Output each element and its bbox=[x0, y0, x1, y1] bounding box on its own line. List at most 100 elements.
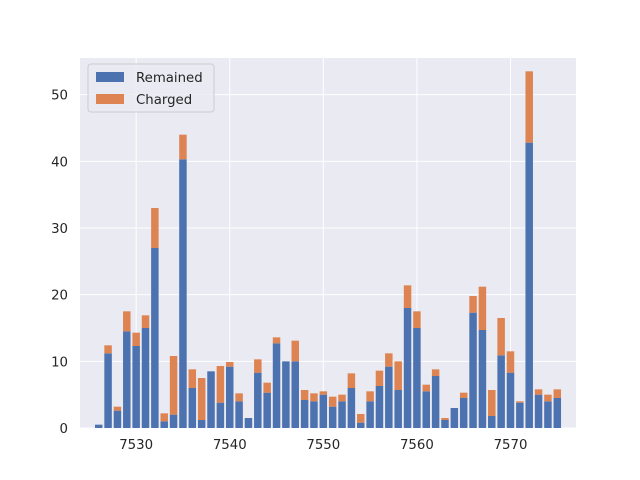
bar-remained bbox=[376, 386, 383, 428]
bar-charged bbox=[423, 385, 430, 392]
bar-remained bbox=[516, 403, 523, 428]
bar-charged bbox=[404, 285, 411, 308]
bar-remained bbox=[104, 353, 111, 428]
bar-remained bbox=[292, 361, 299, 428]
y-axis-ticks: 0 10 20 30 40 50 bbox=[51, 89, 68, 437]
bar-charged bbox=[394, 361, 401, 390]
bar-charged bbox=[189, 369, 196, 388]
bar-charged bbox=[226, 362, 233, 367]
y-tick-label: 0 bbox=[60, 422, 68, 437]
bar-remained bbox=[394, 390, 401, 428]
bar-charged bbox=[132, 333, 139, 346]
legend-label-remained: Remained bbox=[136, 71, 203, 86]
bar-remained bbox=[226, 367, 233, 428]
bar-charged bbox=[273, 337, 280, 343]
legend: Remained Charged bbox=[88, 64, 214, 112]
bar-charged bbox=[160, 413, 167, 421]
bar-remained bbox=[273, 343, 280, 428]
legend-swatch-remained bbox=[96, 72, 124, 82]
bar-charged bbox=[320, 391, 327, 394]
bar-remained bbox=[488, 416, 495, 428]
bar-remained bbox=[357, 423, 364, 428]
bar-charged bbox=[413, 311, 420, 328]
bar-remained bbox=[254, 373, 261, 428]
bar-charged bbox=[170, 356, 177, 415]
bar-remained bbox=[507, 373, 514, 428]
bar-charged bbox=[357, 414, 364, 423]
bar-charged bbox=[301, 390, 308, 400]
bar-remained bbox=[460, 398, 467, 428]
y-tick-label: 20 bbox=[51, 289, 68, 304]
bar-charged bbox=[263, 383, 270, 393]
bar-charged bbox=[235, 393, 242, 401]
bar-remained bbox=[413, 328, 420, 428]
bar-remained bbox=[338, 401, 345, 428]
x-tick-label: 7530 bbox=[119, 438, 153, 453]
bar-remained bbox=[217, 403, 224, 428]
bar-charged bbox=[554, 389, 561, 398]
bar-charged bbox=[507, 351, 514, 372]
y-tick-label: 40 bbox=[51, 155, 68, 170]
y-tick-label: 30 bbox=[51, 222, 68, 237]
bar-remained bbox=[451, 408, 458, 428]
bar-remained bbox=[301, 400, 308, 428]
bar-remained bbox=[535, 395, 542, 428]
bar-remained bbox=[245, 418, 252, 428]
bar-charged bbox=[535, 389, 542, 394]
bar-remained bbox=[525, 143, 532, 428]
x-axis-ticks: 7530 7540 7550 7560 7570 bbox=[119, 438, 527, 453]
bar-remained bbox=[142, 328, 149, 428]
bar-remained bbox=[385, 367, 392, 428]
bar-remained bbox=[404, 308, 411, 428]
bar-charged bbox=[460, 393, 467, 398]
bar-charged bbox=[376, 371, 383, 386]
bar-remained bbox=[469, 313, 476, 428]
bar-charged bbox=[385, 353, 392, 366]
bar-charged bbox=[479, 287, 486, 330]
bar-charged bbox=[114, 407, 121, 411]
bar-charged bbox=[525, 71, 532, 142]
bar-charged bbox=[366, 391, 373, 401]
bar-remained bbox=[207, 371, 214, 428]
bar-charged bbox=[488, 390, 495, 416]
bar-remained bbox=[441, 420, 448, 428]
legend-swatch-charged bbox=[96, 94, 124, 104]
bar-remained bbox=[95, 425, 102, 428]
bar-remained bbox=[160, 421, 167, 428]
bar-charged bbox=[348, 373, 355, 388]
y-tick-label: 50 bbox=[51, 89, 68, 104]
bar-charged bbox=[441, 418, 448, 420]
bar-remained bbox=[554, 398, 561, 428]
bar-charged bbox=[104, 345, 111, 353]
bar-charged bbox=[151, 208, 158, 248]
bar-charged bbox=[432, 369, 439, 376]
bar-charged bbox=[142, 315, 149, 328]
bar-charged bbox=[516, 401, 523, 402]
bar-remained bbox=[132, 346, 139, 428]
bar-remained bbox=[123, 331, 130, 428]
bar-remained bbox=[151, 248, 158, 428]
bar-charged bbox=[310, 393, 317, 401]
bar-remained bbox=[198, 420, 205, 428]
bar-charged bbox=[217, 366, 224, 403]
x-tick-label: 7560 bbox=[400, 438, 434, 453]
bar-remained bbox=[432, 376, 439, 428]
bar-remained bbox=[170, 415, 177, 428]
bar-remained bbox=[544, 401, 551, 428]
bar-remained bbox=[310, 401, 317, 428]
bar-remained bbox=[479, 330, 486, 428]
bar-remained bbox=[235, 401, 242, 428]
bar-remained bbox=[114, 411, 121, 428]
bar-remained bbox=[497, 355, 504, 428]
bar-charged bbox=[254, 359, 261, 372]
bar-charged bbox=[179, 135, 186, 160]
bar-charged bbox=[469, 296, 476, 313]
bar-remained bbox=[348, 388, 355, 428]
bar-remained bbox=[282, 361, 289, 428]
bar-charged bbox=[123, 311, 130, 331]
bar-charged bbox=[497, 318, 504, 355]
x-tick-label: 7550 bbox=[306, 438, 340, 453]
bar-remained bbox=[423, 391, 430, 428]
bar-charged bbox=[544, 395, 551, 402]
